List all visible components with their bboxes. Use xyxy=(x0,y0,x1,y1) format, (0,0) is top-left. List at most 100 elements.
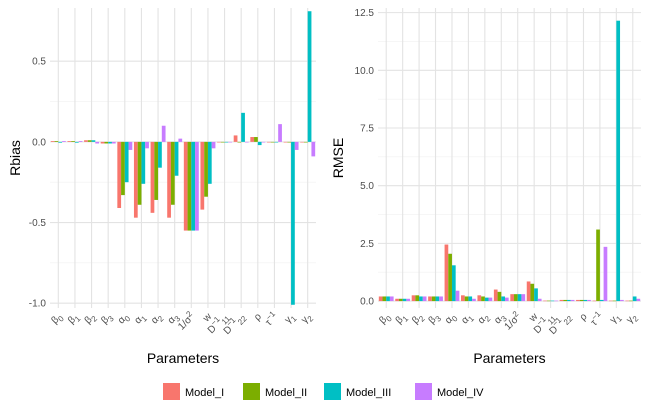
bar-model-iv-1 xyxy=(78,141,83,142)
bar-model-ii-9 xyxy=(530,283,535,302)
x-tick-label: β1 xyxy=(66,311,83,328)
bar-model-i-3 xyxy=(428,296,432,302)
bar-model-iv-12 xyxy=(261,141,266,143)
bar-model-ii-13 xyxy=(596,229,600,302)
bar-model-iv-9 xyxy=(211,141,216,149)
y-tick-label: -0.5 xyxy=(29,218,47,229)
x-tick-label: β2 xyxy=(83,311,100,328)
x-tick-label: α1 xyxy=(460,311,477,328)
x-axis-title: Parameters xyxy=(147,350,219,366)
bar-model-iv-5 xyxy=(472,298,476,302)
bar-model-iii-3 xyxy=(108,141,112,144)
bar-model-i-2 xyxy=(411,295,416,302)
bar-model-i-4 xyxy=(444,244,449,302)
bar-model-iv-3 xyxy=(111,141,116,144)
y-tick-label: 7.5 xyxy=(360,124,374,135)
legend-label: Model_I xyxy=(185,387,224,399)
legend-swatch-model-iv xyxy=(415,383,432,400)
bar-model-ii-12 xyxy=(254,137,258,142)
legend-swatch-model-ii xyxy=(243,383,260,400)
bar-model-ii-0 xyxy=(54,141,59,142)
bar-model-iii-15 xyxy=(307,11,312,142)
x-tick-label: α1 xyxy=(133,311,150,328)
x-tick-label: β0 xyxy=(377,311,394,328)
bar-model-i-1 xyxy=(395,298,399,302)
bar-model-ii-12 xyxy=(579,299,584,302)
bar-model-i-11 xyxy=(559,299,564,302)
bar-model-iii-13 xyxy=(274,141,279,143)
bar-model-iv-7 xyxy=(504,297,509,302)
x-tick-label: β2 xyxy=(410,311,427,328)
bar-model-i-12 xyxy=(250,137,255,142)
y-tick-label: 5.0 xyxy=(360,181,374,192)
rmse-panel: 0.02.55.07.510.012.5β0 β1 β2 β3 α0 α1 α2 α31/σ2… xyxy=(330,8,641,366)
x-tick-label: γ2 xyxy=(299,311,315,327)
y-tick-label: 2.5 xyxy=(360,239,374,250)
x-tick-label: D−111 xyxy=(204,309,233,338)
bar-model-i-6 xyxy=(150,141,155,213)
bar-model-i-13 xyxy=(266,141,271,143)
bar-model-ii-4 xyxy=(448,253,452,302)
bar-model-ii-15 xyxy=(303,141,308,143)
x-tick-label: α0 xyxy=(116,311,133,328)
bar-model-iv-3 xyxy=(439,296,443,302)
bar-model-iv-10 xyxy=(228,141,233,143)
bar-model-iv-1 xyxy=(406,298,411,302)
bar-model-ii-7 xyxy=(497,291,502,302)
bar-model-iv-12 xyxy=(587,299,591,302)
bar-model-i-4 xyxy=(117,141,122,208)
bar-model-i-0 xyxy=(378,296,383,302)
x-tick-label: β3 xyxy=(99,311,116,328)
bar-model-ii-1 xyxy=(71,141,75,142)
y-axis-title: RMSE xyxy=(330,138,346,178)
bar-model-i-11 xyxy=(233,135,238,142)
bar-model-iii-5 xyxy=(141,141,146,184)
bar-model-i-15 xyxy=(625,300,630,302)
x-tick-label: ρ xyxy=(578,311,590,323)
bar-model-iv-8 xyxy=(195,141,199,231)
legend: Model_I Model_II Model_III Model_IV xyxy=(163,383,484,400)
bar-model-iii-10 xyxy=(550,300,555,302)
x-tick-label: γ1 xyxy=(608,311,624,327)
bar-model-i-7 xyxy=(167,141,171,218)
bar-model-iv-2 xyxy=(95,141,100,144)
bar-model-iii-9 xyxy=(207,141,212,184)
bar-model-ii-3 xyxy=(104,141,109,144)
bar-model-iv-2 xyxy=(422,296,427,302)
bar-model-iii-12 xyxy=(583,299,588,302)
bar-model-i-9 xyxy=(526,281,531,302)
bar-model-i-10 xyxy=(217,141,221,143)
bar-model-iii-8 xyxy=(191,141,196,231)
bar-model-i-14 xyxy=(283,141,288,143)
bar-model-iii-1 xyxy=(402,298,407,302)
bar-model-i-8 xyxy=(510,294,515,302)
y-tick-label: 0.0 xyxy=(32,137,46,148)
bar-model-iv-4 xyxy=(128,141,133,150)
bar-model-ii-6 xyxy=(481,296,485,302)
bar-model-iv-15 xyxy=(636,298,641,302)
legend-label: Model_III xyxy=(346,387,391,399)
bar-model-iv-6 xyxy=(488,297,493,302)
bar-model-i-13 xyxy=(592,300,597,302)
x-axis-title: Parameters xyxy=(473,350,545,366)
bar-model-iv-11 xyxy=(244,141,249,143)
bar-model-iv-14 xyxy=(294,141,299,150)
bar-model-i-0 xyxy=(50,141,55,142)
bar-model-ii-4 xyxy=(121,141,125,196)
bar-model-i-1 xyxy=(67,141,72,142)
x-tick-label: α2 xyxy=(149,311,166,328)
x-tick-label: β0 xyxy=(49,311,66,328)
bar-model-i-15 xyxy=(300,141,304,143)
bar-model-ii-5 xyxy=(464,296,469,302)
bar-model-ii-15 xyxy=(629,300,633,302)
bar-model-iv-4 xyxy=(455,290,460,302)
bar-model-ii-8 xyxy=(187,141,192,231)
bar-model-ii-9 xyxy=(204,141,208,197)
x-tick-label: α0 xyxy=(443,311,460,328)
bar-model-ii-7 xyxy=(170,141,175,205)
y-axis-title: Rbias xyxy=(7,140,23,176)
bar-model-ii-0 xyxy=(382,296,387,302)
x-tick-label: τ−1 xyxy=(261,309,281,329)
bar-model-iv-5 xyxy=(145,141,149,149)
x-tick-label: β3 xyxy=(427,311,444,328)
